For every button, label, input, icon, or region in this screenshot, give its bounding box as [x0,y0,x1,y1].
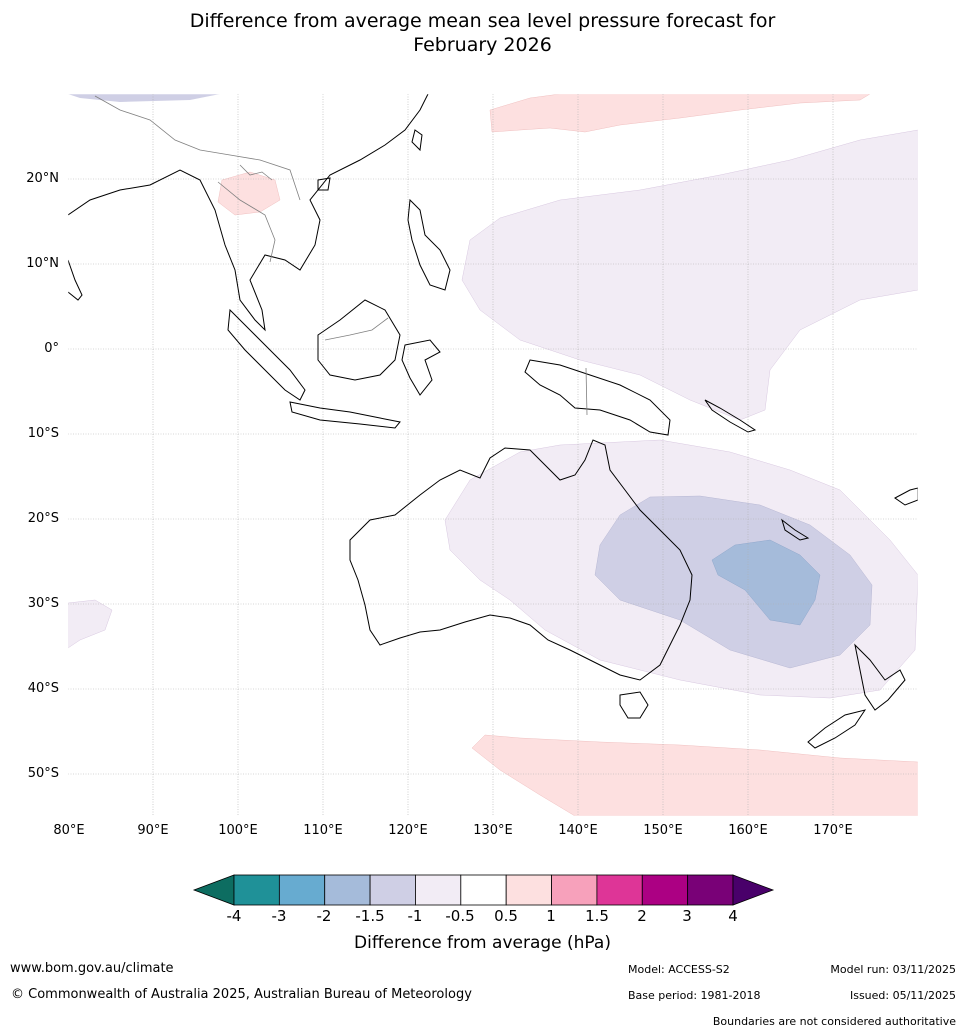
coastline-new-caledonia [781,518,810,541]
coastline-borneo [317,299,401,381]
anomaly-region-plus-0.5-south [471,734,918,816]
lon-label-150e: 150°E [643,823,683,838]
coastline-solomon-islands [704,399,757,433]
coastline-india-east [68,259,83,301]
coastline-tasmania [619,691,649,719]
colorbar-tick-label: 4 [728,907,738,925]
lon-label-140e: 140°E [558,823,598,838]
colorbar-tick-label: 0.5 [494,907,518,925]
footer-issued: Issued: 05/11/2025 [849,989,956,1002]
colorbar-label: Difference from average (hPa) [354,933,611,953]
colorbar-tick-label: 3 [682,907,692,925]
coastline-mainland-asia [68,94,429,332]
coastline-fiji [894,487,918,506]
lat-label-30s: 30°S [27,596,59,611]
colorbar-segment [278,874,326,906]
lat-label-40s: 40°S [27,681,59,696]
title-line-1: Difference from average mean sea level p… [189,10,776,32]
chart-title: Difference from average mean sea level p… [0,9,965,57]
colorbar-tick-label: -0.5 [445,907,475,925]
lat-label-10s: 10°S [27,426,59,441]
footer-model: Model: ACCESS-S2 [628,963,730,976]
colorbar-segment [641,874,689,906]
coastline-taiwan [411,129,423,152]
anomaly-region-plus-0.5-indochina [217,171,281,216]
lon-label-120e: 120°E [388,823,428,838]
lon-label-130e: 130°E [473,823,513,838]
colorbar-segment [460,874,507,906]
lon-label-80e: 80°E [53,823,85,838]
colorbar-extend-low [192,874,235,906]
coastline-sulawesi [401,339,441,396]
anomaly-region-minus-0.5-west [68,599,113,649]
footer-disclaimer: Boundaries are not considered authoritat… [712,1015,956,1028]
anomaly-region-minus-1-north [68,94,220,102]
title-line-2: February 2026 [413,34,552,56]
anomaly-region-plus-0.5-north [489,94,871,133]
lat-label-20s: 20°S [27,511,59,526]
coastline-sumatra [227,308,306,401]
colorbar-tick-label: 2 [637,907,647,925]
footer-url[interactable]: www.bom.gov.au/climate [10,961,174,976]
lon-label-90e: 90°E [137,823,169,838]
colorbar-tick-label: -4 [226,907,242,925]
lat-label-10n: 10°N [26,256,59,271]
coastline-new-zealand-south [807,709,867,749]
lon-label-160e: 160°E [728,823,768,838]
coastlines [68,94,918,749]
lon-label-100e: 100°E [218,823,258,838]
colorbar-tick-label: -1.5 [355,907,385,925]
map-area [68,94,918,816]
anomaly-region-minus-0.5-north-pacific [461,129,918,421]
coastline-java [289,401,401,429]
colorbar-segment [324,874,371,906]
colorbar-segment [415,874,462,906]
map-frame [67,93,919,817]
colorbar-tick-label: -2 [316,907,332,925]
lon-label-170e: 170°E [813,823,853,838]
colorbar-segment [505,874,552,906]
coastline-new-zealand-north [854,643,906,711]
lat-label-20n: 20°N [26,171,59,186]
colorbar-tick-label: -3 [271,907,287,925]
colorbar-segment [596,874,643,906]
coastline-hainan [317,177,331,191]
colorbar-extend-high [732,874,775,906]
graticule [68,94,918,816]
colorbar-segment [233,874,280,906]
footer-base-period: Base period: 1981-2018 [628,989,761,1002]
colorbar-segment [551,874,598,906]
footer-copyright: © Commonwealth of Australia 2025, Austra… [11,987,472,1002]
colorbar [192,874,775,906]
coastline-new-guinea [524,359,671,436]
coastline-philippines [407,198,451,291]
footer-model-run: Model run: 03/11/2025 [830,963,956,976]
country-borders [94,95,588,416]
lon-label-110e: 110°E [303,823,343,838]
lat-label-50s: 50°S [27,766,59,781]
lat-label-0: 0° [44,341,59,356]
colorbar-segment [369,874,416,906]
colorbar-segment [687,874,734,906]
colorbar-tick-label: 1 [546,907,556,925]
colorbar-tick-label: 1.5 [585,907,609,925]
coastline-australia [349,439,693,681]
colorbar-tick-label: -1 [407,907,423,925]
